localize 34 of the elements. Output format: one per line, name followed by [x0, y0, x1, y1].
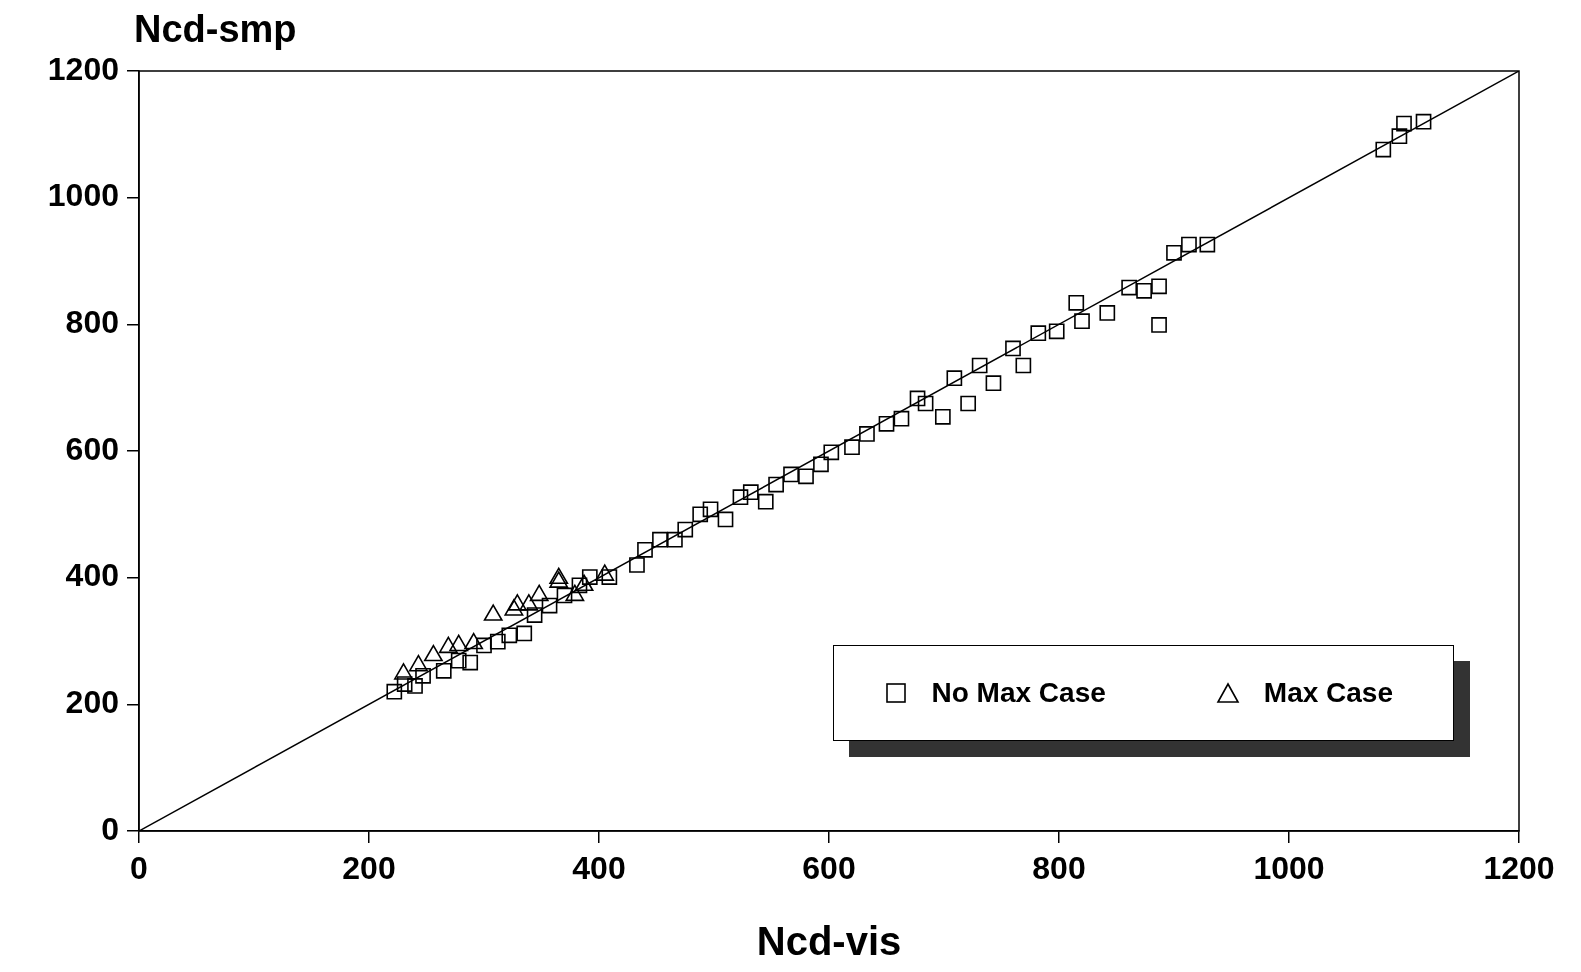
y-tick-label: 1200 [47, 50, 119, 87]
point [595, 564, 615, 581]
point [408, 654, 428, 672]
y-tick-label: 600 [65, 430, 119, 467]
x-tick-label: 1200 [1483, 850, 1555, 887]
point [565, 584, 585, 602]
x-tick-label: 0 [130, 850, 148, 887]
y-tick-label: 1000 [47, 177, 119, 214]
y-tick-label: 0 [101, 810, 119, 847]
point [423, 644, 443, 662]
point [549, 567, 569, 585]
point [438, 636, 458, 654]
x-tick-label: 1000 [1253, 850, 1325, 887]
legend-label: Max Case [1263, 677, 1393, 709]
y-tick-label: 200 [65, 684, 119, 721]
point [519, 594, 539, 611]
y-tick-label: 400 [65, 557, 119, 594]
point [504, 599, 524, 616]
point [449, 634, 469, 652]
point [464, 632, 484, 650]
point [574, 574, 594, 592]
point [549, 571, 569, 588]
x-tick-label: 200 [342, 850, 396, 887]
x-axis-title: Ncd-vis [756, 919, 902, 964]
x-tick-label: 600 [802, 850, 856, 887]
point [507, 594, 527, 611]
point [483, 604, 503, 621]
y-axis-title: Ncd-smp [134, 8, 297, 51]
x-tick-label: 400 [572, 850, 626, 887]
x-tick-label: 800 [1032, 850, 1086, 887]
point [394, 663, 413, 680]
y-tick-label: 800 [65, 304, 119, 341]
legend-label: No Max Case [931, 677, 1106, 709]
point [529, 584, 549, 602]
